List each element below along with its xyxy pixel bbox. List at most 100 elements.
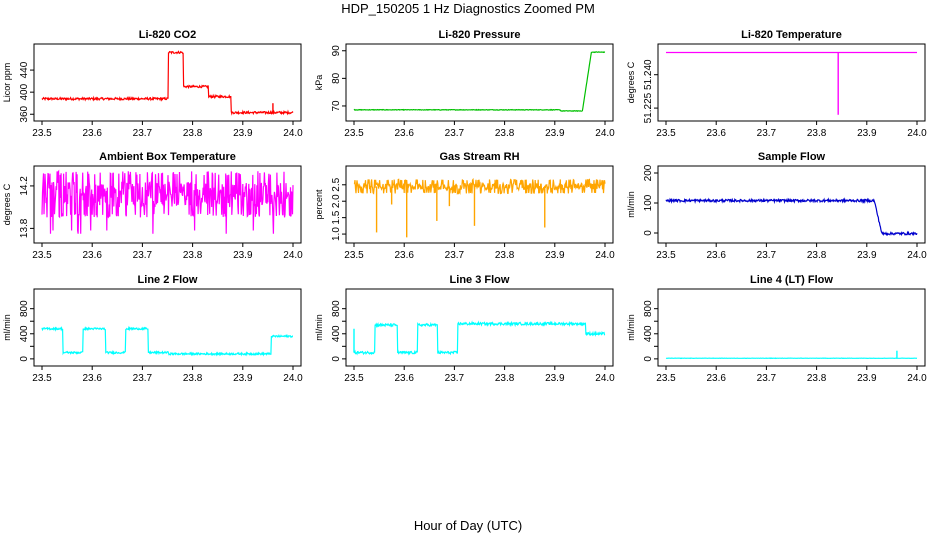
x-tick-label: 23.8 <box>807 250 827 261</box>
y-tick-label: 360 <box>19 105 30 122</box>
x-tick-label: 23.8 <box>183 128 203 139</box>
x-tick-label: 23.7 <box>133 128 153 139</box>
x-tick-label: 23.8 <box>495 128 515 139</box>
plot-frame <box>657 165 926 244</box>
panel-title: Li-820 Pressure <box>439 29 521 41</box>
x-tick-label: 23.9 <box>545 250 565 261</box>
y-tick-label: 400 <box>643 325 654 342</box>
panel-7: Line 2 Flow 23.5 23.6 23.7 23.8 23.9 24.0 0 400 8… <box>2 274 303 384</box>
x-tick-label: 23.7 <box>757 373 777 384</box>
panel-4: Ambient Box Temperature 23.5 23.6 23.7 23.8 2… <box>2 151 303 261</box>
y-tick-label: 1.0 <box>331 227 342 241</box>
series-line <box>41 325 294 357</box>
y-tick-label: 400 <box>19 325 30 342</box>
series-line <box>41 169 294 234</box>
x-tick-label: 23.6 <box>82 250 102 261</box>
series-line <box>353 51 606 112</box>
plot-frame <box>657 43 926 122</box>
x-tick-label: 23.7 <box>445 128 465 139</box>
plot-frame <box>345 43 614 122</box>
x-tick-label: 23.8 <box>495 373 515 384</box>
series-line <box>353 177 606 195</box>
panel-title: Li-820 Temperature <box>741 29 842 41</box>
x-tick-label: 23.9 <box>233 250 253 261</box>
y-tick-label: 51.225 <box>643 92 654 123</box>
x-tick-label: 23.5 <box>344 373 364 384</box>
x-tick-label: 23.9 <box>857 373 877 384</box>
x-tick-label: 23.8 <box>183 250 203 261</box>
figure-title: HDP_150205 1 Hz Diagnostics Zoomed PM <box>341 1 595 16</box>
x-tick-label: 23.5 <box>656 250 676 261</box>
panel-3: Li-820 Temperature 23.5 23.6 23.7 23.8 23.9 24… <box>626 29 927 139</box>
x-tick-label: 24.0 <box>595 128 615 139</box>
y-tick-label: 440 <box>19 61 30 78</box>
x-tick-label: 23.7 <box>757 128 777 139</box>
panel-2: Li-820 Pressure 23.5 23.6 23.7 23.8 23.9 24.0 7… <box>314 29 615 139</box>
x-tick-label: 24.0 <box>595 250 615 261</box>
y-tick-label: 800 <box>331 300 342 317</box>
series-line <box>665 197 918 237</box>
x-tick-label: 23.8 <box>807 373 827 384</box>
panel-title: Ambient Box Temperature <box>99 151 236 163</box>
y-tick-label: 13.8 <box>19 218 30 238</box>
panel-8: Line 3 Flow 23.5 23.6 23.7 23.8 23.9 24.0 0 400 8… <box>314 274 615 384</box>
x-tick-label: 23.7 <box>133 373 153 384</box>
plot-frame <box>33 43 302 122</box>
plot-frame <box>345 288 614 367</box>
y-tick-label: 800 <box>19 300 30 317</box>
plot-frame <box>657 288 926 367</box>
y-axis-label: Licor ppm <box>2 63 12 103</box>
x-tick-label: 23.9 <box>233 373 253 384</box>
y-axis-label: ml/min <box>626 191 636 218</box>
panel-1: Li-820 CO2 23.5 23.6 23.7 23.8 23.9 24.0 360 400… <box>2 29 303 139</box>
panel-5: Gas Stream RH 23.5 23.6 23.7 23.8 23.9 24.0 1.0… <box>314 151 615 261</box>
x-tick-label: 24.0 <box>283 250 303 261</box>
x-axis-title: Hour of Day (UTC) <box>413 518 523 533</box>
y-tick-label: 0 <box>643 356 654 362</box>
x-tick-label: 24.0 <box>907 250 927 261</box>
panel-6: Sample Flow 23.5 23.6 23.7 23.8 23.9 24.0 0 100 2… <box>626 151 927 261</box>
x-tick-label: 23.5 <box>344 250 364 261</box>
x-tick-label: 23.9 <box>545 373 565 384</box>
y-tick-label: 400 <box>331 325 342 342</box>
series-line <box>41 50 294 116</box>
y-axis-label: kPa <box>314 75 324 91</box>
y-tick-label: 100 <box>643 194 654 211</box>
x-tick-label: 23.5 <box>32 373 52 384</box>
x-tick-label: 24.0 <box>283 128 303 139</box>
y-tick-label: 0 <box>19 356 30 362</box>
x-tick-label: 23.6 <box>82 128 102 139</box>
x-tick-label: 23.8 <box>807 128 827 139</box>
plot-frame <box>345 165 614 244</box>
x-tick-label: 23.5 <box>344 128 364 139</box>
panel-title: Line 4 (LT) Flow <box>750 274 833 286</box>
x-tick-label: 24.0 <box>907 128 927 139</box>
panel-title: Line 2 Flow <box>138 274 198 286</box>
y-axis-label: ml/min <box>2 314 12 341</box>
x-tick-label: 23.6 <box>706 128 726 139</box>
x-tick-label: 23.6 <box>394 373 414 384</box>
y-tick-label: 14.2 <box>19 176 30 196</box>
y-tick-label: 1.5 <box>331 210 342 224</box>
panel-9: Line 4 (LT) Flow 23.5 23.6 23.7 23.8 23.9 24.0… <box>626 274 927 384</box>
x-tick-label: 24.0 <box>907 373 927 384</box>
y-tick-label: 400 <box>19 83 30 100</box>
y-axis-label: ml/min <box>626 314 636 341</box>
x-tick-label: 23.9 <box>857 250 877 261</box>
x-tick-label: 23.8 <box>495 250 515 261</box>
plot-frame <box>33 165 302 244</box>
y-axis-label: degrees C <box>626 61 636 103</box>
y-tick-label: 2.5 <box>331 177 342 191</box>
y-axis-label: percent <box>314 189 324 220</box>
y-tick-label: 70 <box>331 100 342 112</box>
x-tick-label: 23.6 <box>394 128 414 139</box>
x-tick-label: 23.6 <box>706 373 726 384</box>
y-axis-label: degrees C <box>2 183 12 225</box>
x-tick-label: 23.5 <box>656 373 676 384</box>
x-tick-label: 23.5 <box>32 128 52 139</box>
x-tick-label: 23.9 <box>233 128 253 139</box>
y-axis-label: ml/min <box>314 314 324 341</box>
x-tick-label: 23.7 <box>445 250 465 261</box>
y-tick-label: 51.240 <box>643 59 654 90</box>
